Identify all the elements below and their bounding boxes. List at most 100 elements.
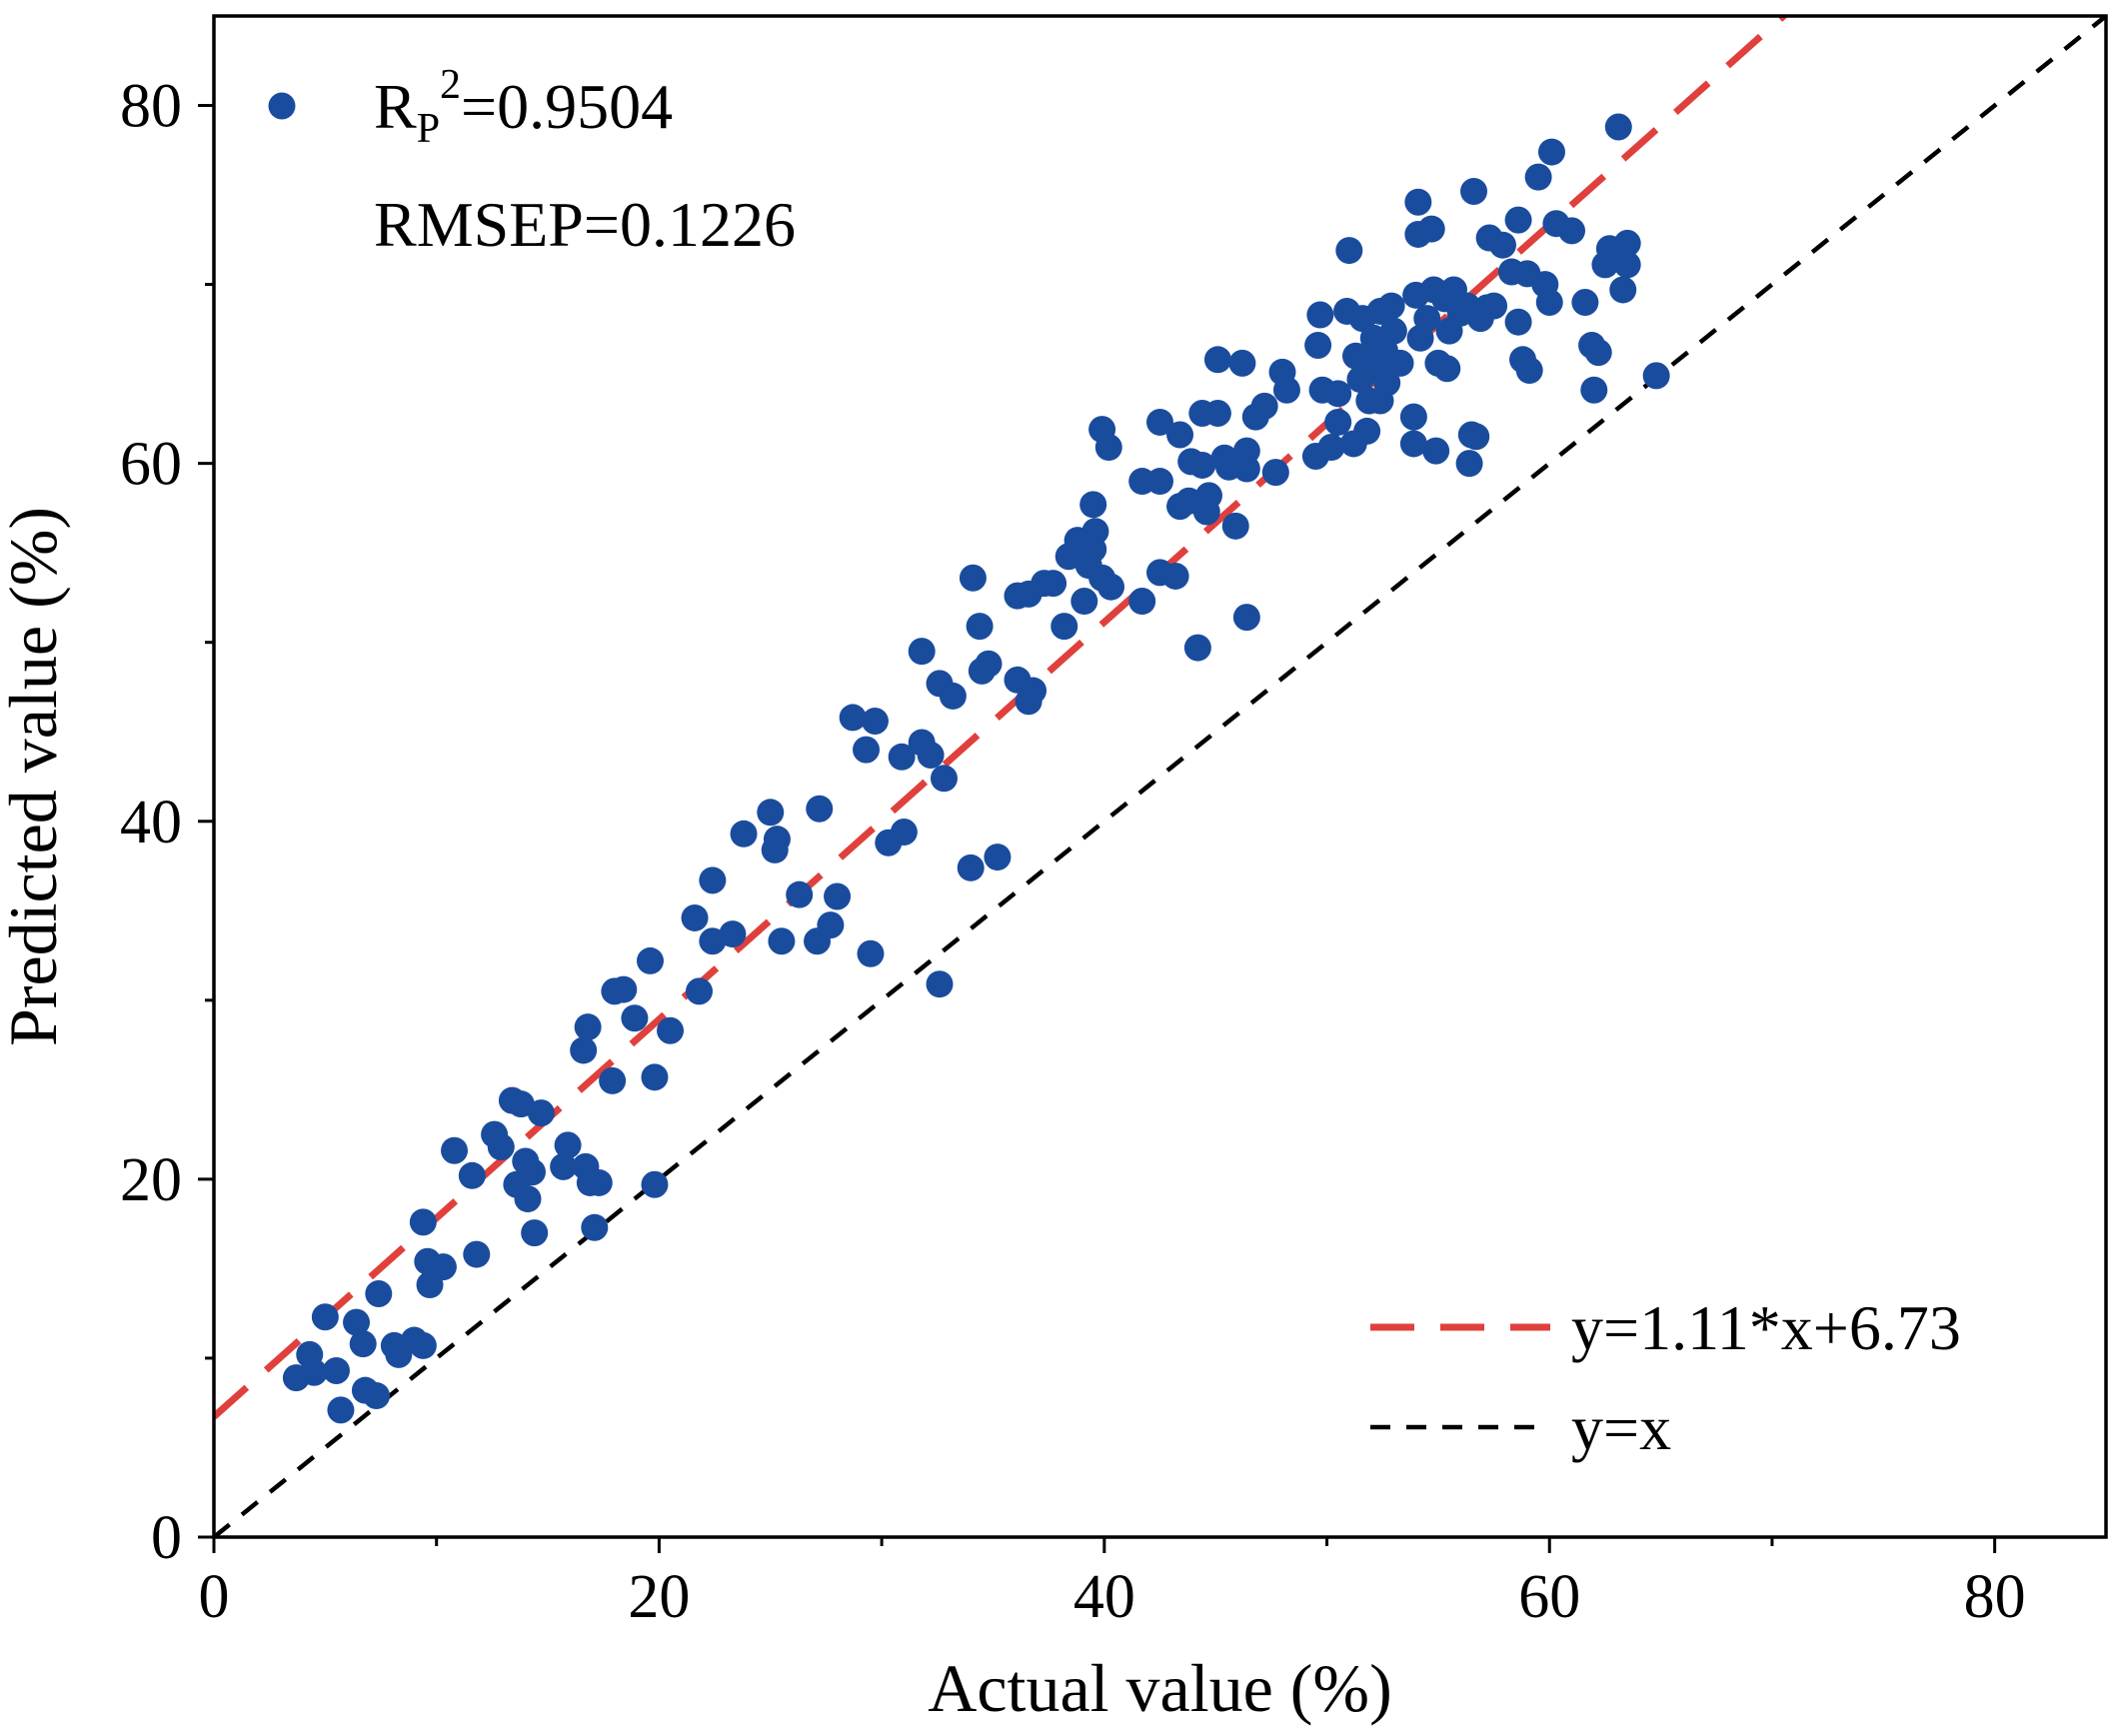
point xyxy=(1079,491,1107,519)
point xyxy=(1460,177,1488,205)
point xyxy=(1232,455,1260,483)
point xyxy=(574,1013,602,1041)
point xyxy=(1097,573,1125,601)
point xyxy=(637,946,665,974)
y-tick-label: 80 xyxy=(120,73,182,141)
point xyxy=(763,826,791,854)
x-tick-label: 0 xyxy=(199,1563,230,1631)
point xyxy=(409,1331,437,1359)
point xyxy=(1020,677,1048,705)
point xyxy=(1480,292,1508,320)
point xyxy=(806,795,834,823)
y-tick-label: 40 xyxy=(120,789,182,857)
fit-line xyxy=(214,16,2106,1537)
point xyxy=(730,820,758,848)
point xyxy=(1377,292,1405,320)
point xyxy=(1455,450,1483,478)
point xyxy=(681,903,709,931)
point xyxy=(463,1240,491,1268)
point xyxy=(1232,604,1260,632)
point xyxy=(429,1253,457,1281)
plot-area xyxy=(214,16,2106,1537)
point xyxy=(1051,613,1078,641)
point xyxy=(975,650,1003,678)
point xyxy=(527,1099,555,1127)
point xyxy=(1221,512,1249,540)
point xyxy=(817,911,845,939)
y-tick-label: 0 xyxy=(151,1504,182,1572)
point xyxy=(349,1330,377,1358)
legend-marker xyxy=(268,92,296,120)
point xyxy=(890,819,918,847)
point xyxy=(1422,437,1450,465)
point xyxy=(719,920,747,948)
point xyxy=(641,1170,669,1198)
annotation-base: R xyxy=(374,71,417,142)
point xyxy=(959,564,987,592)
point xyxy=(930,765,958,793)
point xyxy=(1504,308,1532,336)
point xyxy=(853,736,881,764)
point xyxy=(1417,215,1445,243)
point xyxy=(917,742,945,770)
point xyxy=(518,1158,546,1186)
point xyxy=(409,1208,437,1236)
point xyxy=(957,854,985,881)
annotation: RP2=0.9504 xyxy=(374,62,673,152)
point xyxy=(1399,403,1427,431)
y-tick-label: 20 xyxy=(120,1146,182,1214)
point xyxy=(458,1161,486,1189)
point xyxy=(1404,188,1432,216)
point xyxy=(363,1382,391,1410)
point xyxy=(1504,206,1532,234)
point xyxy=(1515,357,1543,385)
point xyxy=(1166,421,1194,449)
point xyxy=(1571,288,1599,316)
point xyxy=(839,704,867,732)
point xyxy=(1413,305,1441,333)
point xyxy=(487,1133,515,1161)
annotation-sup: 2 xyxy=(440,62,461,108)
point xyxy=(1146,408,1173,436)
plot-frame xyxy=(212,14,2108,1539)
point xyxy=(1580,376,1608,404)
point xyxy=(1324,380,1352,408)
point xyxy=(1373,369,1401,397)
point xyxy=(1146,468,1173,496)
point xyxy=(1070,588,1098,616)
point xyxy=(1161,562,1189,590)
point xyxy=(300,1358,328,1386)
point xyxy=(1335,237,1363,265)
point xyxy=(1324,408,1352,436)
point xyxy=(657,1016,685,1044)
point xyxy=(554,1131,582,1159)
point xyxy=(1462,423,1490,451)
point xyxy=(1613,251,1641,279)
point xyxy=(1128,588,1156,616)
point xyxy=(1537,138,1565,166)
point xyxy=(768,927,796,955)
annotation: RMSEP=0.1226 xyxy=(374,189,796,260)
point xyxy=(585,1168,613,1196)
point xyxy=(1317,434,1345,462)
point xyxy=(699,867,727,894)
point xyxy=(939,682,967,710)
point xyxy=(685,977,713,1005)
point xyxy=(570,1036,598,1064)
point xyxy=(521,1219,549,1247)
point xyxy=(1272,376,1300,404)
point xyxy=(1304,331,1332,359)
legend-label: y=1.11*x+6.73 xyxy=(1571,1292,1961,1363)
point xyxy=(599,1066,627,1094)
point xyxy=(1228,349,1256,377)
point xyxy=(1194,482,1222,510)
point xyxy=(441,1136,469,1164)
point xyxy=(550,1152,578,1180)
point xyxy=(1250,392,1278,420)
point xyxy=(322,1356,350,1384)
point xyxy=(1604,113,1632,141)
annotation-text: =0.9504 xyxy=(461,71,673,142)
point xyxy=(1353,417,1381,445)
point xyxy=(365,1279,393,1307)
point xyxy=(1040,570,1067,598)
